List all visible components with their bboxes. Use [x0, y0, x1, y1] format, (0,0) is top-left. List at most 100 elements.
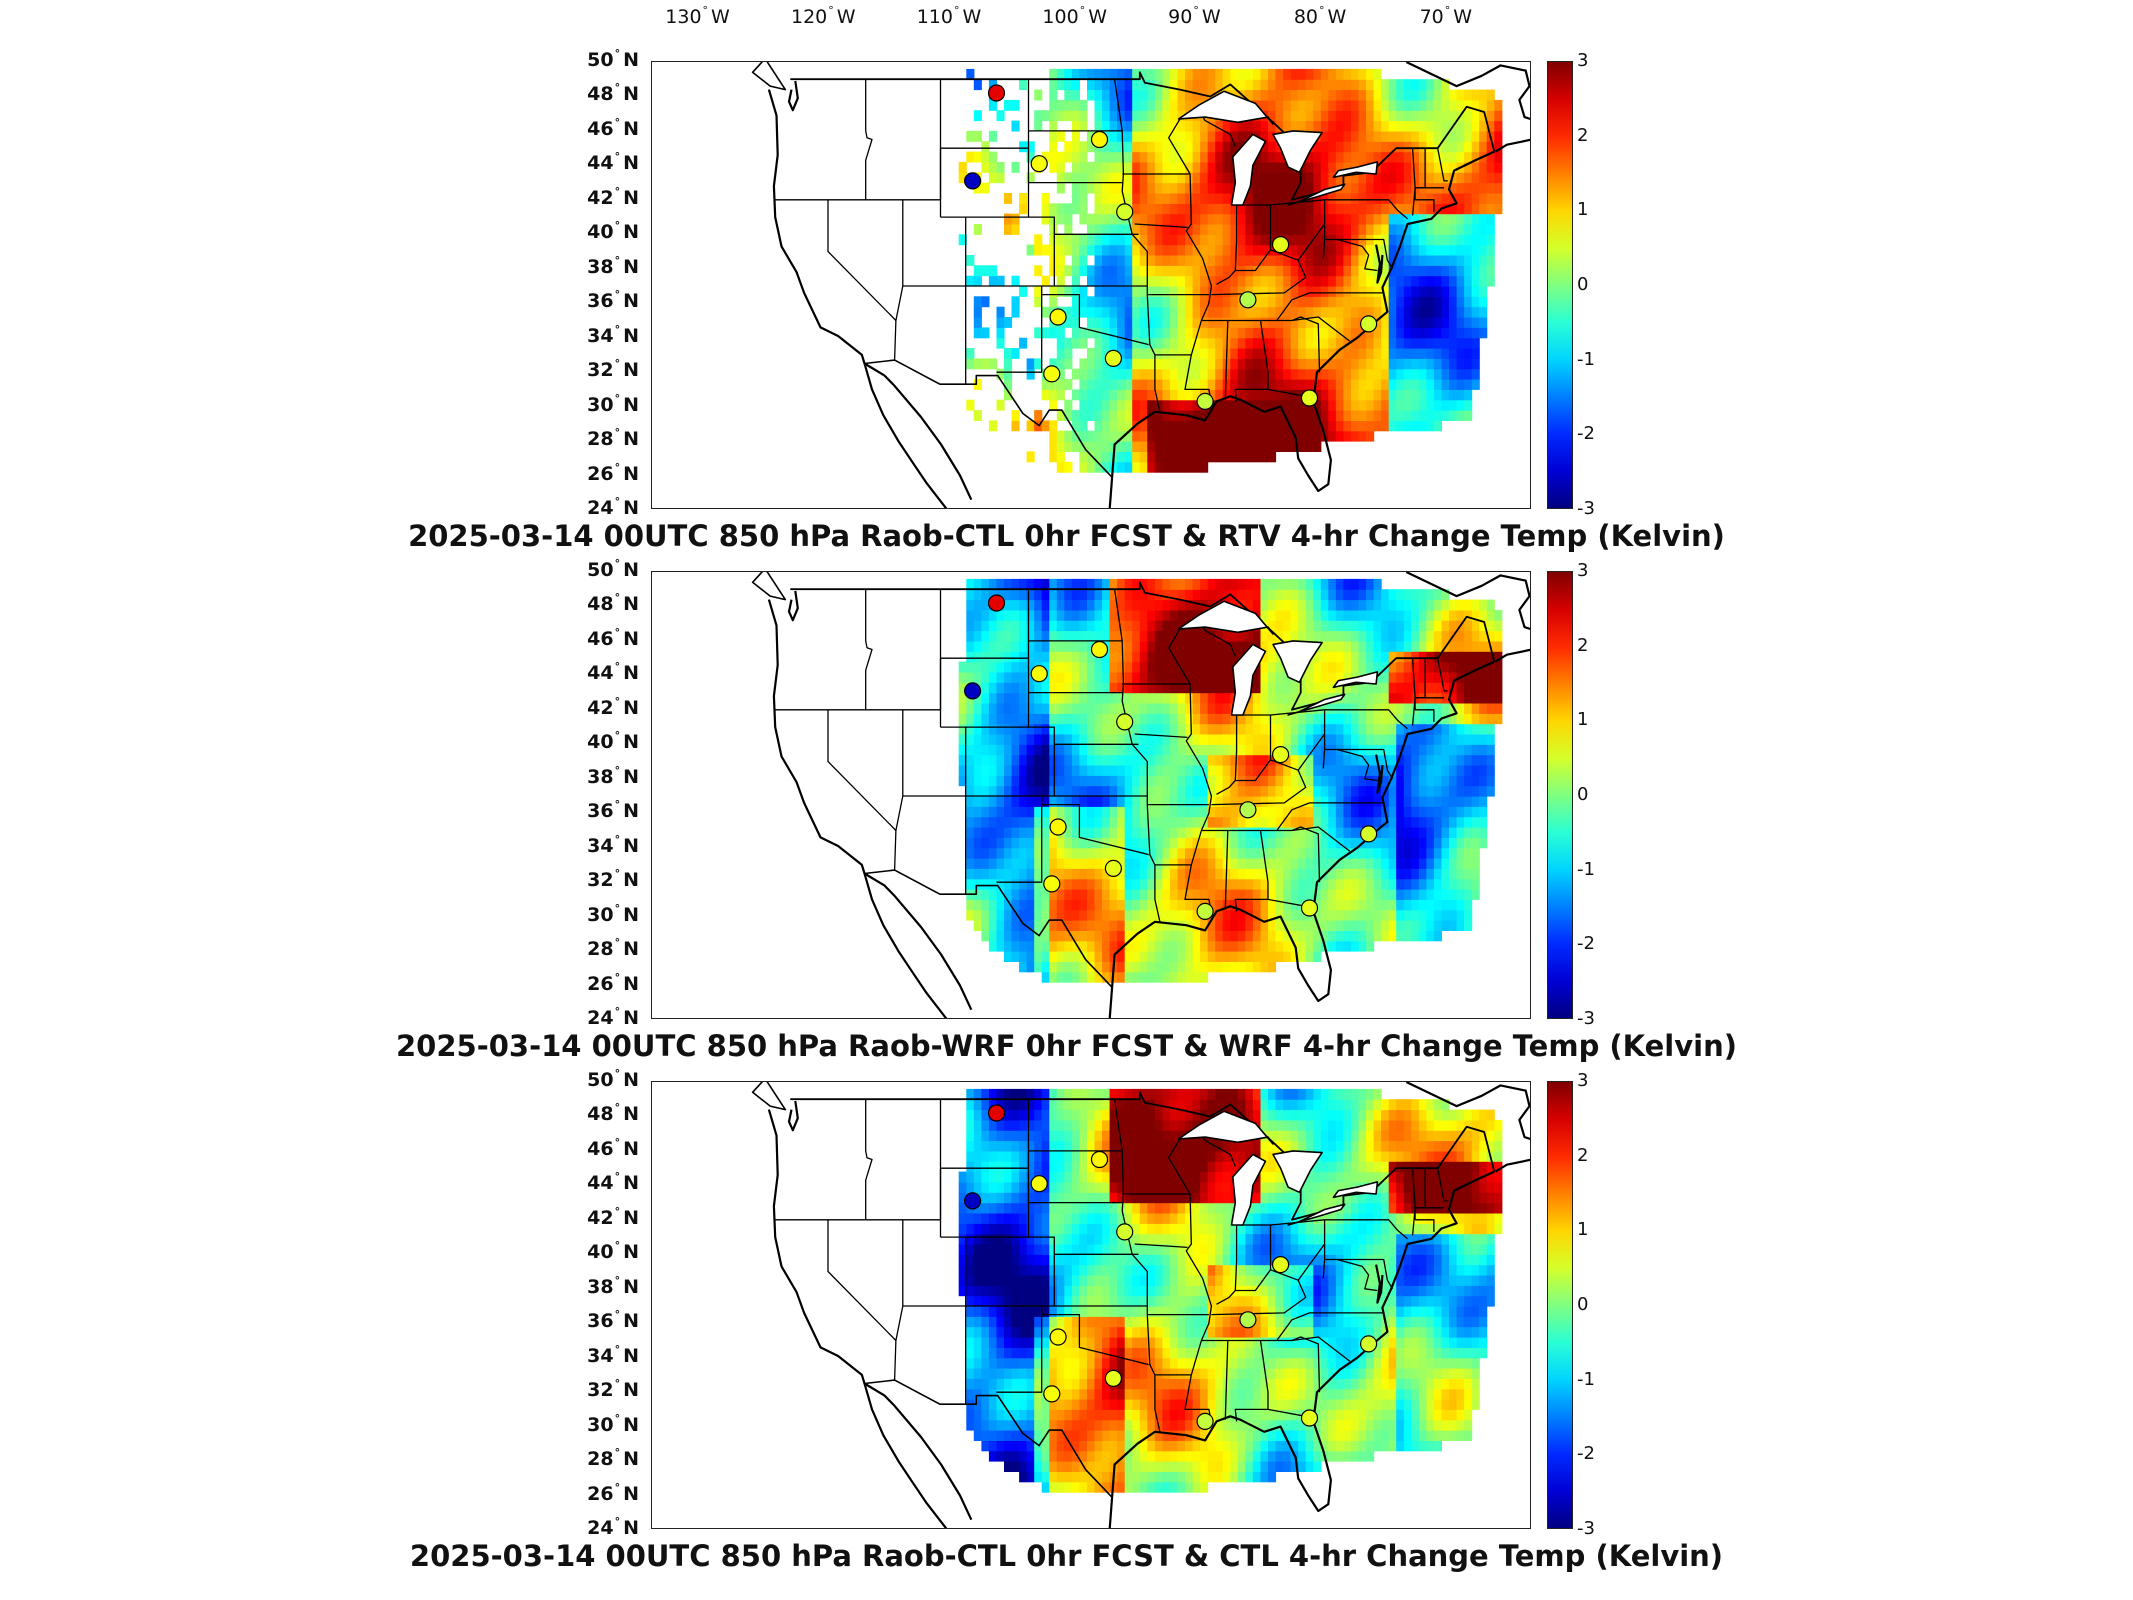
raob-station-marker [1043, 875, 1061, 893]
raob-stations [964, 84, 1378, 410]
raob-station-marker [1239, 1311, 1257, 1329]
panel-title: 2025-03-14 00UTC 850 hPa Raob-CTL 0hr FC… [408, 519, 1725, 553]
raob-station-marker [1116, 1223, 1134, 1241]
raob-station-marker [1300, 899, 1319, 917]
colorbar-tick-label: 3 [1577, 1070, 1589, 1091]
raob-station-marker [1090, 1150, 1109, 1169]
latitude-label: 26° N [587, 460, 639, 485]
panel-title: 2025-03-14 00UTC 850 hPa Raob-WRF 0hr FC… [395, 1029, 1737, 1063]
latitude-label: 36° N [587, 798, 639, 823]
latitude-label: 34° N [587, 322, 639, 347]
raob-station-marker [964, 682, 982, 700]
temperature-field [958, 1088, 1503, 1493]
latitude-label: 44° N [587, 150, 639, 175]
raob-station-marker [1359, 825, 1378, 843]
latitude-label: 28° N [587, 936, 639, 961]
latitude-label: 44° N [587, 1170, 639, 1195]
latitude-label: 28° N [587, 1446, 639, 1471]
latitude-label: 48° N [587, 1101, 639, 1126]
colorbar-tick-label: 2 [1577, 124, 1589, 146]
latitude-label: 34° N [587, 832, 639, 857]
latitude-label: 48° N [587, 591, 639, 616]
latitude-label: 50° N [587, 1067, 639, 1091]
raob-station-marker [1300, 389, 1319, 407]
raob-station-marker [1104, 859, 1122, 877]
latitude-label: 50° N [587, 557, 639, 581]
colorbar-tick-label: 3 [1577, 560, 1589, 581]
latitude-label: 24° N [587, 1515, 639, 1539]
raob-station-marker [1049, 308, 1067, 326]
colorbar-tick-label: 3 [1577, 50, 1589, 71]
temperature-field [958, 68, 1503, 473]
raob-station-marker [1239, 291, 1257, 309]
map-boundaries [751, 62, 1530, 508]
colorbar [1547, 571, 1573, 1019]
latitude-label: 32° N [587, 1377, 639, 1402]
latitude-label: 46° N [587, 115, 639, 140]
colorbar-tick-label: 0 [1577, 1294, 1589, 1315]
latitude-label: 24° N [587, 1005, 639, 1029]
raob-station-marker [1049, 1328, 1067, 1346]
latitude-label: 40° N [587, 729, 639, 754]
raob-station-marker [1116, 713, 1134, 731]
map-frame [651, 1081, 1531, 1529]
map-frame [651, 61, 1531, 509]
raob-station-marker [1359, 1335, 1378, 1353]
raob-stations [964, 594, 1378, 920]
colorbar-tick-label: -2 [1577, 933, 1595, 955]
latitude-label: 46° N [587, 625, 639, 650]
latitude-label: 46° N [587, 1135, 639, 1160]
raob-station-marker [1030, 665, 1048, 683]
latitude-label: 44° N [587, 660, 639, 685]
latitude-label: 24° N [587, 495, 639, 519]
latitude-label: 38° N [587, 253, 639, 278]
colorbar-tick-label: 2 [1577, 634, 1589, 656]
latitude-label: 32° N [587, 357, 639, 382]
raob-station-marker [1271, 236, 1290, 254]
longitude-label: 70° W [1419, 4, 1473, 28]
raob-station-marker [1104, 349, 1122, 367]
raob-station-marker [987, 84, 1006, 102]
colorbar-tick-label: -3 [1577, 1008, 1595, 1029]
latitude-label: 30° N [587, 901, 639, 926]
raob-station-marker [1116, 203, 1134, 221]
longitude-label: 90° W [1168, 4, 1221, 28]
latitude-label: 36° N [587, 288, 639, 313]
latitude-label: 30° N [587, 391, 639, 416]
latitude-label: 38° N [587, 763, 639, 788]
colorbar-tick-label: 2 [1577, 1144, 1589, 1166]
latitude-label: 32° N [587, 867, 639, 892]
longitude-label: 120° W [791, 4, 856, 28]
raob-station-marker [1196, 392, 1214, 410]
latitude-label: 26° N [587, 970, 639, 995]
raob-station-marker [1030, 155, 1048, 173]
latitude-label: 40° N [587, 219, 639, 244]
raob-station-marker [1090, 130, 1109, 149]
raob-station-marker [987, 1104, 1006, 1122]
latitude-label: 50° N [587, 47, 639, 71]
raob-station-marker [964, 1192, 982, 1210]
raob-station-marker [1359, 315, 1378, 333]
latitude-label: 28° N [587, 426, 639, 451]
colorbar-tick-label: -3 [1577, 498, 1595, 519]
map-frame [651, 571, 1531, 1019]
colorbar-tick-label: 0 [1577, 784, 1589, 805]
latitude-label: 34° N [587, 1342, 639, 1367]
raob-station-marker [1271, 746, 1290, 764]
colorbar-tick-label: -2 [1577, 1443, 1595, 1465]
raob-station-marker [1239, 801, 1257, 819]
longitude-label: 80° W [1293, 4, 1347, 28]
longitude-axis: 130° W 120° W 110° W 100° W 90° W 80° W 70° W [0, 0, 2133, 40]
colorbar [1547, 61, 1573, 509]
latitude-label: 26° N [587, 1480, 639, 1505]
raob-station-marker [1104, 1369, 1122, 1387]
colorbar-tick-label: -1 [1577, 858, 1595, 880]
colorbar-tick-label: 1 [1577, 199, 1589, 221]
raob-station-marker [1196, 1412, 1214, 1430]
colorbar [1547, 1081, 1573, 1529]
longitude-label: 110° W [916, 4, 982, 28]
longitude-label: 100° W [1042, 4, 1107, 28]
latitude-label: 42° N [587, 694, 639, 719]
latitude-label: 42° N [587, 1204, 639, 1229]
raob-station-marker [964, 172, 982, 190]
